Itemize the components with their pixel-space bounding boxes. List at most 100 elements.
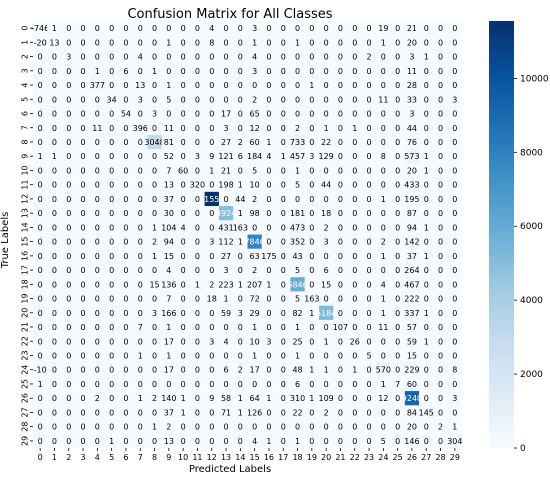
heatmap-cell — [290, 163, 305, 178]
cell-value: 0 — [238, 53, 243, 62]
cell-value: 0 — [352, 181, 357, 190]
heatmap-cell — [233, 49, 248, 64]
heatmap-cell — [104, 134, 120, 150]
cell-value: 7 — [395, 380, 400, 389]
cell-value: 0 — [52, 81, 57, 90]
cell-value: 0 — [181, 337, 186, 346]
cell-value: 37 — [164, 195, 174, 204]
cell-value: 20 — [407, 166, 417, 175]
cell-value: 27 — [221, 252, 231, 261]
cell-value: 54 — [121, 110, 131, 119]
heatmap-cell — [190, 120, 205, 136]
cell-value: 0 — [338, 252, 343, 261]
cell-value: 223 — [218, 280, 233, 289]
cell-value: 5 — [295, 266, 300, 275]
cell-value: 2 — [252, 195, 257, 204]
heatmap-cell — [204, 120, 220, 136]
cell-value: 18 — [207, 295, 217, 304]
cell-value: 0 — [324, 295, 329, 304]
cell-value: 207 — [247, 280, 262, 289]
cell-value: 0 — [195, 295, 200, 304]
y-tick-label: 10 — [21, 165, 30, 175]
cell-value: 0 — [81, 124, 86, 133]
y-tick-label: 19 — [21, 293, 30, 303]
cell-value: 136 — [161, 280, 176, 289]
heatmap-cell — [390, 177, 406, 193]
cell-value: 3 — [452, 394, 457, 403]
cell-value: 0 — [109, 124, 114, 133]
heatmap-cell — [47, 35, 62, 50]
heatmap-cell — [361, 63, 377, 79]
cell-value: 81 — [164, 138, 174, 147]
cell-value: 0 — [66, 209, 71, 218]
cell-value: 0 — [352, 138, 357, 147]
cell-value: 20 — [407, 423, 417, 432]
cell-value: 11 — [378, 323, 388, 332]
heatmap-cell — [447, 120, 463, 136]
y-tick-label: 27 — [21, 407, 30, 417]
cell-value: 0 — [295, 81, 300, 90]
heatmap-cell — [261, 49, 277, 64]
heatmap-cell — [75, 191, 91, 207]
heatmap-cell — [247, 149, 263, 164]
cell-value: 0 — [381, 67, 386, 76]
cell-value: 0 — [52, 295, 57, 304]
cell-value: 0 — [338, 152, 343, 161]
cell-value: 0 — [309, 67, 314, 76]
cell-value: 1 — [309, 309, 314, 318]
x-axis-label: Predicted Labels — [189, 464, 271, 475]
cell-value: 0 — [338, 124, 343, 133]
heatmap-cell — [133, 206, 148, 221]
cell-value: 30 — [164, 209, 174, 218]
cell-value: 0 — [123, 423, 128, 432]
cell-value: 0 — [224, 53, 229, 62]
cell-value: 0 — [138, 380, 143, 389]
heatmap-cell — [218, 35, 234, 50]
cell-value: 0 — [338, 337, 343, 346]
cell-value: 12 — [250, 124, 260, 133]
heatmap-cell — [404, 106, 420, 121]
cell-value: 0 — [438, 295, 443, 304]
cell-value: 0 — [224, 24, 229, 33]
cell-value: 0 — [438, 280, 443, 289]
cell-value: 0 — [438, 380, 443, 389]
x-tick-label: 16 — [264, 453, 274, 462]
cell-value: 0 — [352, 252, 357, 261]
heatmap-cell — [304, 21, 320, 36]
heatmap-cell — [61, 163, 77, 178]
heatmap-cell — [433, 149, 448, 164]
cell-value: 0 — [381, 181, 386, 190]
cell-value: 0 — [123, 351, 128, 360]
cell-value: 0 — [309, 223, 314, 232]
heatmap-cell — [304, 35, 320, 50]
heatmap-cell — [118, 77, 134, 93]
cell-value: 0 — [438, 67, 443, 76]
heatmap-cell — [233, 77, 248, 93]
y-tick-label: 3 — [21, 68, 30, 73]
heatmap-cell — [90, 21, 105, 36]
cell-value: 2 — [295, 124, 300, 133]
cell-value: 0 — [452, 337, 457, 346]
cell-value: 0 — [224, 195, 229, 204]
heatmap-cell — [33, 220, 48, 235]
heatmap-cell — [47, 106, 62, 121]
cell-value: 0 — [209, 138, 214, 147]
heatmap-cell — [390, 21, 406, 36]
cell-value: 0 — [338, 366, 343, 375]
cell-value: 5184 — [316, 309, 336, 318]
heatmap-cell — [61, 77, 77, 93]
cell-value: 163 — [233, 223, 248, 232]
cell-value: 0 — [181, 209, 186, 218]
cell-value: 0 — [238, 295, 243, 304]
cell-value: 0 — [166, 380, 171, 389]
heatmap-cell — [347, 106, 363, 121]
cell-value: 0 — [395, 166, 400, 175]
cell-value: 0 — [81, 351, 86, 360]
cell-value: 0 — [381, 53, 386, 62]
heatmap-cell — [261, 92, 277, 107]
heatmap-cell — [147, 35, 162, 50]
cell-value: 0 — [81, 380, 86, 389]
cell-value: 0 — [338, 408, 343, 417]
cell-value: 0 — [424, 38, 429, 47]
cell-value: 0 — [181, 280, 186, 289]
